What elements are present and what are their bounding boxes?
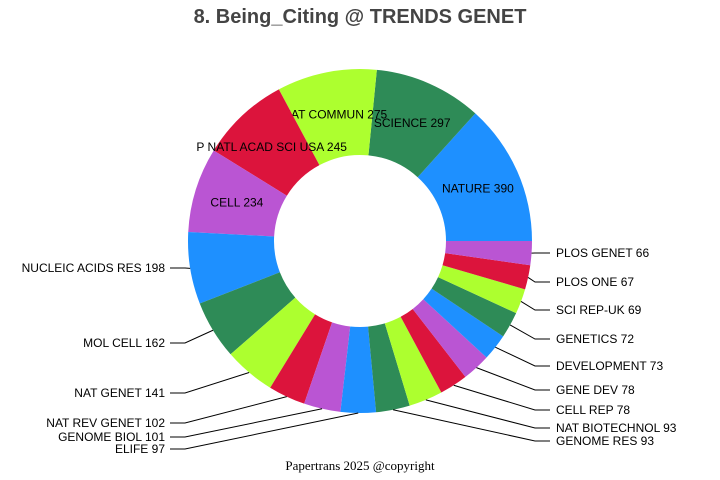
- slice-nature: [417, 113, 532, 241]
- slice-genome-res: [368, 323, 410, 413]
- slice-label: NAT REV GENET 102: [46, 416, 165, 430]
- leader-line: [495, 346, 550, 367]
- leader-line: [527, 276, 550, 283]
- slice-label: MOL CELL 162: [83, 336, 165, 350]
- slice-label: NAT COMMUN 275: [282, 107, 387, 121]
- slice-label: GENETICS 72: [556, 332, 634, 346]
- slice-cell: [188, 150, 287, 237]
- slice-gene-dev: [412, 299, 487, 377]
- slice-sci-rep-uk: [438, 265, 526, 314]
- slice-plos-genet: [445, 241, 532, 266]
- slice-science: [368, 69, 476, 178]
- copyright-footer: Papertrans 2025 @copyright: [285, 458, 435, 473]
- slice-label: SCIENCE 297: [374, 116, 451, 130]
- leader-line: [392, 409, 550, 442]
- leader-line: [425, 399, 550, 429]
- leader-line: [453, 384, 550, 411]
- slice-cell-rep: [400, 308, 466, 393]
- chart-title: 8. Being_Citing @ TRENDS GENET: [193, 6, 527, 28]
- slice-nucleic-acids-res: [188, 231, 280, 304]
- leader-line: [170, 396, 287, 424]
- slice-label: NUCLEIC ACIDS RES 198: [22, 261, 166, 275]
- leader-line: [170, 372, 250, 394]
- leader-line: [170, 408, 323, 438]
- slice-plos-one: [442, 253, 531, 290]
- slice-genome-biol: [304, 322, 351, 412]
- slice-nat-rev-genet: [270, 314, 333, 404]
- leader-line: [520, 301, 550, 311]
- slice-nat-commun: [278, 68, 377, 166]
- slice-nat-biotechnol: [384, 316, 442, 406]
- slice-label: GENOME BIOL 101: [58, 430, 165, 444]
- leader-line: [509, 324, 550, 340]
- slice-label: P NATL ACAD SCI USA 245: [196, 140, 347, 154]
- slice-development: [423, 288, 504, 358]
- leader-line: [170, 412, 359, 450]
- slice-label: CELL 234: [210, 195, 263, 209]
- leader-line: [476, 367, 550, 391]
- slice-label: NATURE 390: [442, 182, 514, 196]
- slice-label: NAT BIOTECHNOL 93: [556, 421, 677, 435]
- slice-genetics: [431, 277, 517, 337]
- slice-nat-genet: [230, 297, 316, 388]
- slice-label: SCI REP-UK 69: [556, 303, 642, 317]
- leader-line: [170, 329, 214, 344]
- slice-label: DEVELOPMENT 73: [556, 359, 663, 373]
- slice-label: PLOS GENET 66: [556, 246, 649, 260]
- slice-label: ELIFE 97: [115, 442, 165, 456]
- slice-label: GENE DEV 78: [556, 383, 635, 397]
- slice-label: GENOME RES 93: [556, 434, 654, 448]
- slice-mol-cell: [199, 272, 296, 355]
- slice-label: NAT GENET 141: [74, 386, 165, 400]
- slice-label: CELL REP 78: [556, 403, 630, 417]
- slice-label: PLOS ONE 67: [556, 275, 634, 289]
- slice-elife: [340, 326, 377, 413]
- slice-p-natl-acad-sci-usa: [213, 89, 320, 196]
